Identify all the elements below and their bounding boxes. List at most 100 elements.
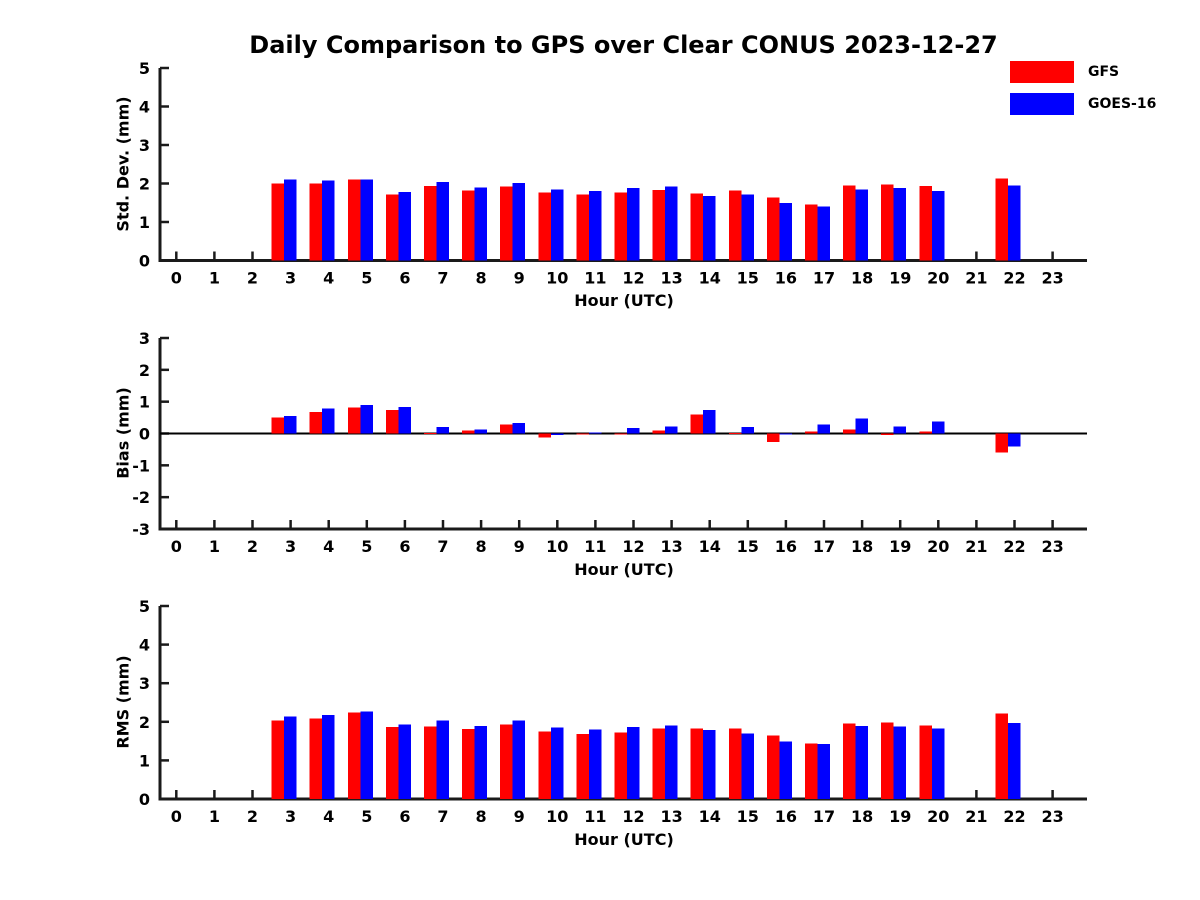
bar-goes16-h19: [893, 426, 907, 434]
x-tick-label: 7: [437, 807, 448, 826]
bar-goes16-h4: [322, 408, 335, 434]
bar-gfs-h10: [538, 192, 551, 261]
y-tick-label: 1: [139, 213, 150, 232]
bar-goes16-h10: [550, 433, 564, 436]
bar-gfs-h16: [766, 735, 780, 799]
bar-gfs-h13: [652, 430, 666, 434]
y-tick-label: 4: [139, 636, 150, 655]
x-tick-label: 3: [285, 807, 296, 826]
bar-goes16-h20: [931, 191, 945, 261]
x-tick-label: 17: [813, 269, 835, 288]
x-tick-label: 3: [285, 269, 296, 288]
x-tick-label: 14: [699, 807, 721, 826]
y-tick-label: -1: [132, 456, 150, 475]
x-tick-label: 0: [171, 537, 182, 556]
bar-goes16-h13: [665, 725, 678, 799]
bar-gfs-h11: [576, 734, 589, 799]
x-tick-label: 2: [247, 269, 258, 288]
x-tick-label: 20: [927, 269, 949, 288]
bar-goes16-h3: [284, 415, 297, 434]
x-tick-label: 14: [699, 269, 721, 288]
bar-gfs-h10: [538, 433, 551, 438]
x-tick-label: 5: [361, 537, 372, 556]
x-tick-label: 11: [584, 269, 606, 288]
x-tick-label: 4: [323, 269, 334, 288]
x-tick-label: 10: [546, 807, 568, 826]
bar-gfs-h14: [690, 414, 704, 434]
y-tick-label: -2: [132, 488, 150, 507]
bar-gfs-h18: [843, 429, 856, 434]
ylabel-rms: RMS (mm): [113, 655, 133, 749]
bar-goes16-h10: [550, 189, 564, 261]
bar-gfs-h20: [919, 431, 932, 434]
x-tick-label: 5: [361, 807, 372, 826]
bar-goes16-h5: [360, 404, 373, 434]
x-tick-label: 19: [889, 269, 911, 288]
x-tick-label: 17: [813, 537, 835, 556]
legend-label-gfs: GFS: [1088, 64, 1120, 80]
x-tick-label: 13: [660, 807, 682, 826]
x-tick-label: 16: [775, 537, 797, 556]
bar-goes16-h19: [893, 726, 907, 799]
x-tick-label: 16: [775, 269, 797, 288]
bar-gfs-h22: [995, 433, 1008, 453]
y-tick-label: 0: [139, 252, 150, 271]
bar-gfs-h12: [614, 433, 627, 435]
bar-gfs-h17: [805, 431, 818, 434]
bar-gfs-h3: [271, 417, 285, 434]
x-tick-label: 3: [285, 537, 296, 556]
bar-goes16-h9: [512, 422, 526, 434]
bar-goes16-h8: [474, 187, 488, 261]
bar-goes16-h15: [741, 427, 754, 434]
x-tick-label: 7: [437, 269, 448, 288]
x-tick-label: 20: [927, 537, 949, 556]
bar-goes16-h11: [588, 729, 602, 799]
x-tick-label: 9: [514, 269, 525, 288]
bar-goes16-h12: [627, 188, 640, 261]
x-tick-label: 2: [247, 537, 258, 556]
bar-gfs-h6: [385, 409, 399, 434]
bar-gfs-h19: [881, 722, 894, 799]
x-tick-label: 21: [965, 807, 987, 826]
x-tick-label: 4: [323, 537, 334, 556]
bar-goes16-h16: [779, 741, 792, 799]
bar-goes16-h9: [512, 183, 526, 261]
x-tick-label: 11: [584, 537, 606, 556]
bar-goes16-h11: [588, 432, 602, 434]
xlabel-rms: Hour (UTC): [574, 830, 674, 849]
x-tick-label: 11: [584, 807, 606, 826]
bar-gfs-h8: [462, 190, 475, 261]
x-tick-label: 1: [209, 537, 220, 556]
x-tick-label: 12: [622, 807, 644, 826]
bar-gfs-h16: [766, 197, 780, 261]
bar-goes16-h14: [703, 196, 716, 261]
y-tick-label: 0: [139, 425, 150, 444]
bar-gfs-h6: [385, 194, 399, 261]
x-tick-label: 13: [660, 269, 682, 288]
bar-goes16-h14: [703, 409, 716, 434]
y-tick-label: 5: [139, 597, 150, 616]
x-tick-label: 2: [247, 807, 258, 826]
legend-item-gfs: GFS: [1010, 61, 1119, 83]
bar-goes16-h15: [741, 733, 754, 799]
x-tick-label: 22: [1003, 537, 1025, 556]
bar-goes16-h4: [322, 714, 335, 799]
bar-goes16-h6: [398, 191, 411, 261]
bar-gfs-h11: [576, 433, 589, 435]
bar-gfs-h3: [271, 183, 285, 261]
bar-goes16-h3: [284, 716, 297, 799]
bar-gfs-h19: [881, 184, 894, 261]
x-tick-label: 10: [546, 537, 568, 556]
bar-gfs-h15: [728, 728, 742, 799]
ylabel-bias: Bias (mm): [113, 387, 133, 479]
bar-gfs-h8: [462, 729, 475, 799]
bar-goes16-h12: [627, 427, 640, 434]
bar-goes16-h13: [665, 426, 678, 434]
y-tick-label: 1: [139, 751, 150, 770]
y-tick-label: 1: [139, 393, 150, 412]
bar-goes16-h6: [398, 407, 411, 434]
x-tick-label: 22: [1003, 269, 1025, 288]
bar-gfs-h9: [500, 424, 513, 434]
